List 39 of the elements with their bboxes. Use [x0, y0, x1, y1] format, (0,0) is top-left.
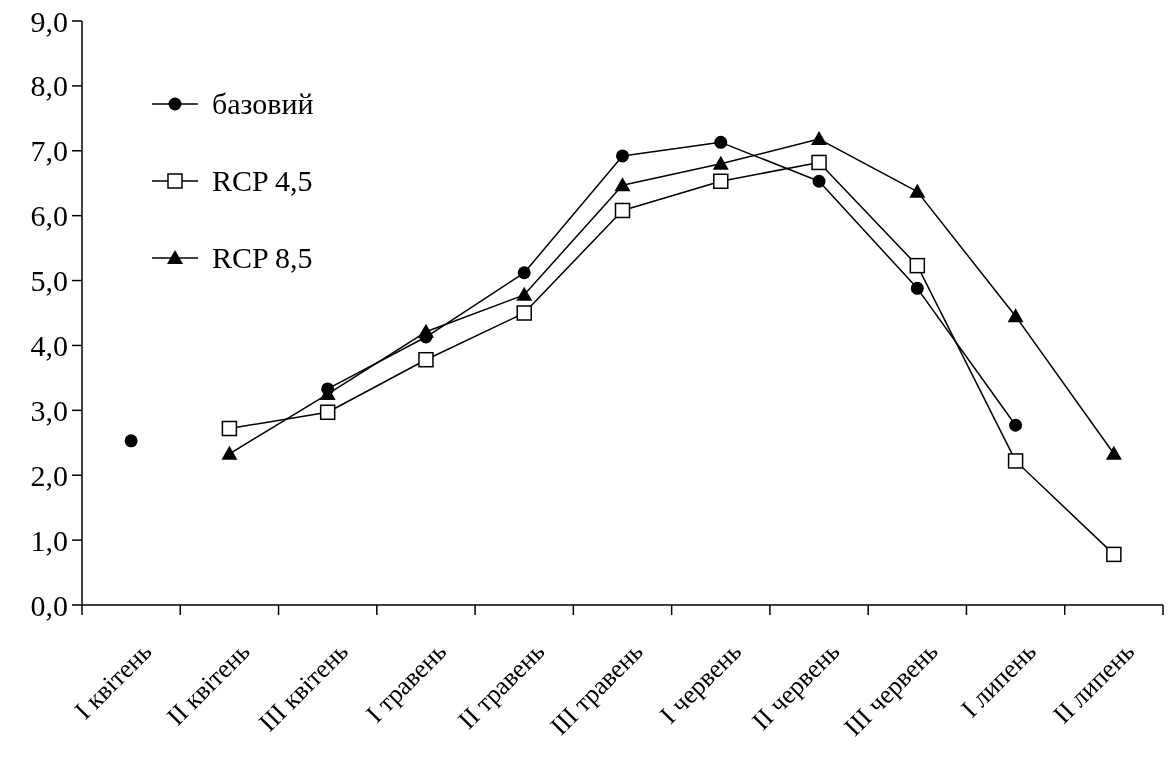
y-tick-label: 1,0: [30, 523, 68, 557]
legend-label: RCP 8,5: [212, 241, 313, 274]
y-tick-label: 5,0: [30, 264, 68, 298]
point: [909, 257, 926, 274]
point: [319, 404, 336, 421]
point: [221, 420, 238, 437]
point: [516, 305, 532, 321]
point: [417, 323, 434, 338]
point: [221, 445, 238, 460]
y-tick-label: 9,0: [30, 4, 68, 38]
point: [1105, 445, 1122, 460]
point: [811, 154, 827, 171]
point: [910, 281, 924, 295]
y-tick-label: 0,0: [30, 588, 68, 622]
point: [1007, 308, 1024, 323]
point: [812, 174, 826, 188]
point: [1106, 546, 1122, 563]
point: [517, 266, 531, 280]
point: [714, 135, 728, 149]
point: [516, 286, 533, 301]
y-tick-label: 8,0: [30, 69, 68, 103]
y-tick-label: 6,0: [30, 199, 68, 233]
legend-label: базовий: [212, 87, 314, 120]
y-tick-label: 3,0: [30, 393, 68, 427]
point: [1007, 453, 1024, 469]
y-tick-label: 7,0: [30, 134, 68, 168]
point: [124, 434, 138, 448]
point: [614, 202, 631, 219]
point: [616, 149, 629, 163]
point: [909, 183, 926, 198]
point: [1009, 418, 1023, 432]
point: [418, 351, 434, 368]
y-tick-label: 4,0: [30, 328, 68, 362]
y-tick-label: 2,0: [30, 458, 68, 492]
point: [712, 155, 729, 170]
point: [614, 177, 631, 192]
legend-label: RCP 4,5: [212, 164, 313, 197]
point: [811, 131, 828, 146]
point: [713, 173, 729, 190]
